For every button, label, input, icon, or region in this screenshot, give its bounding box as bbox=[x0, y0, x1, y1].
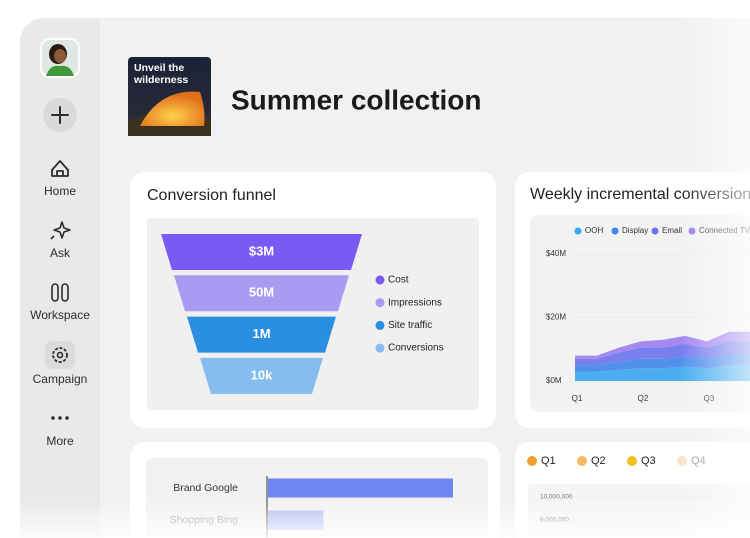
campaign-highlight bbox=[45, 341, 75, 369]
thumbnail-text: wilderness bbox=[133, 74, 188, 86]
category-label: Brand Google bbox=[173, 482, 238, 494]
funnel-chart: $3M Cost 50M Impressions 1M Site traffic 10k Co… bbox=[161, 234, 444, 394]
funnel-value: 10k bbox=[251, 367, 273, 382]
legend-label: Conversions bbox=[388, 343, 444, 354]
legend-label: Email bbox=[662, 226, 682, 235]
ask-icon bbox=[50, 221, 71, 240]
nav-label[interactable]: More bbox=[46, 434, 74, 448]
legend-swatch bbox=[375, 298, 385, 308]
thumbnail-tent bbox=[140, 91, 205, 126]
workspace-icon-left bbox=[51, 283, 59, 302]
workspace-icon bbox=[51, 283, 69, 302]
y-tick-label: $40M bbox=[546, 249, 566, 258]
legend-label: Site traffic bbox=[388, 320, 432, 331]
y-tick-label: $0M bbox=[546, 376, 562, 385]
area-series bbox=[575, 331, 750, 359]
y-tick-label: 10,000,000 bbox=[540, 494, 573, 501]
thumbnail-text: Unveil the bbox=[134, 62, 184, 74]
card-title: Conversion funnel bbox=[147, 187, 276, 204]
funnel-stage bbox=[161, 234, 362, 270]
campaign-gear-hole bbox=[56, 351, 64, 359]
legend-label: Impressions bbox=[388, 297, 442, 308]
legend-swatch bbox=[611, 227, 619, 235]
home-icon bbox=[51, 160, 69, 177]
legend-swatch bbox=[627, 456, 637, 466]
nav-label[interactable]: Ask bbox=[50, 246, 71, 260]
workspace-icon-right bbox=[61, 283, 69, 302]
bar bbox=[268, 478, 453, 498]
page-title: Summer collection bbox=[231, 84, 482, 115]
avatar-shirt bbox=[46, 65, 74, 76]
legend-label: Q1 bbox=[541, 455, 556, 467]
sidebar-nav: Home Ask Workspace Campaign More bbox=[30, 184, 90, 448]
legend-label: Cost bbox=[388, 275, 409, 286]
dot bbox=[58, 416, 62, 420]
avatar-face bbox=[54, 49, 66, 63]
legend-label: Q2 bbox=[591, 455, 606, 467]
app-frame: Home Ask Workspace Campaign More Unveil the … bbox=[20, 18, 750, 538]
legend-swatch bbox=[375, 343, 385, 353]
legend-swatch bbox=[574, 227, 582, 235]
campaign-icon bbox=[52, 347, 68, 363]
funnel-stage bbox=[174, 275, 349, 312]
dot bbox=[51, 416, 55, 420]
add-icon bbox=[51, 106, 69, 124]
area-series bbox=[575, 341, 750, 366]
legend-label: Display bbox=[622, 226, 648, 235]
funnel-value: $3M bbox=[249, 243, 274, 258]
x-tick-label: Q1 bbox=[572, 394, 583, 403]
funnel-stage bbox=[187, 316, 336, 353]
legend-label: OOH bbox=[585, 226, 603, 235]
legend-swatch bbox=[651, 227, 659, 235]
more-icon bbox=[51, 416, 69, 420]
legend-swatch bbox=[577, 456, 587, 466]
legend-swatch bbox=[375, 275, 385, 285]
legend-swatch bbox=[375, 320, 385, 330]
legend-swatch bbox=[527, 456, 537, 466]
legend-label: Q3 bbox=[641, 455, 656, 467]
funnel-value: 1M bbox=[252, 326, 270, 341]
campaign-gear bbox=[52, 347, 68, 363]
nav-label[interactable]: Campaign bbox=[33, 372, 88, 386]
add-button[interactable] bbox=[43, 98, 77, 132]
avatar[interactable] bbox=[40, 38, 80, 78]
thumbnail[interactable]: Unveil the wilderness bbox=[128, 57, 211, 136]
funnel-value: 50M bbox=[249, 285, 274, 300]
x-tick-label: Q2 bbox=[638, 394, 649, 403]
y-tick-label: $20M bbox=[546, 313, 566, 322]
edge-fade bbox=[680, 18, 750, 538]
bottom-fade bbox=[20, 500, 750, 538]
nav-label[interactable]: Home bbox=[44, 184, 76, 198]
dot bbox=[65, 416, 69, 420]
sidebar-background bbox=[20, 18, 100, 538]
nav-label[interactable]: Workspace bbox=[30, 308, 90, 322]
funnel-stage bbox=[200, 357, 323, 394]
